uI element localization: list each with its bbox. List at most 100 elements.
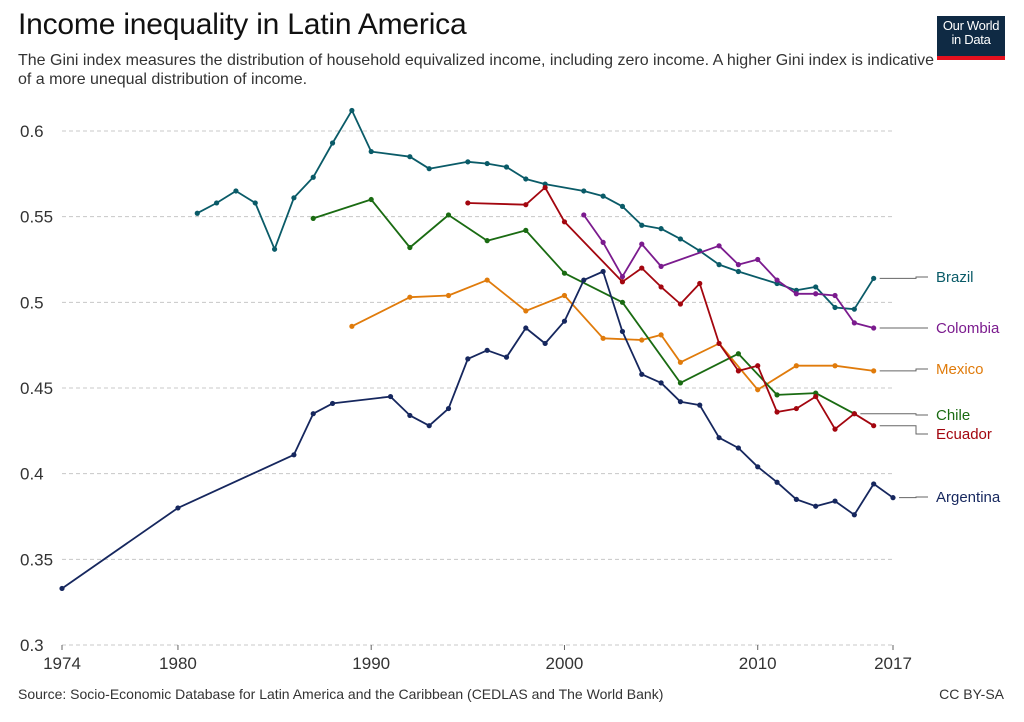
data-point-brazil[interactable]: [716, 262, 722, 268]
license-link[interactable]: CC BY-SA: [939, 686, 1004, 702]
data-point-argentina[interactable]: [581, 277, 587, 283]
data-point-mexico[interactable]: [871, 368, 877, 374]
data-point-ecuador[interactable]: [755, 363, 761, 369]
data-point-colombia[interactable]: [581, 212, 587, 218]
data-point-brazil[interactable]: [407, 154, 413, 160]
data-point-chile[interactable]: [619, 299, 626, 305]
data-point-mexico[interactable]: [677, 359, 684, 365]
data-point-ecuador[interactable]: [793, 405, 799, 412]
data-point-argentina[interactable]: [658, 380, 664, 386]
data-point-brazil[interactable]: [677, 236, 684, 242]
data-point-colombia[interactable]: [793, 291, 799, 297]
data-point-argentina[interactable]: [445, 405, 452, 412]
data-point-brazil[interactable]: [484, 160, 490, 167]
data-point-mexico[interactable]: [407, 294, 413, 300]
data-point-argentina[interactable]: [175, 505, 181, 511]
data-point-ecuador[interactable]: [871, 423, 877, 429]
series-line-chile[interactable]: [312, 198, 855, 415]
data-point-brazil[interactable]: [523, 176, 529, 182]
data-point-chile[interactable]: [310, 215, 316, 221]
owid-logo[interactable]: Our World in Data: [937, 16, 1005, 59]
data-point-chile[interactable]: [445, 212, 452, 218]
data-point-brazil[interactable]: [214, 200, 220, 206]
data-point-colombia[interactable]: [600, 239, 606, 245]
data-point-brazil[interactable]: [639, 222, 645, 228]
data-point-colombia[interactable]: [735, 262, 741, 268]
series-line-brazil[interactable]: [196, 109, 875, 311]
data-point-mexico[interactable]: [639, 337, 645, 343]
data-point-ecuador[interactable]: [677, 301, 684, 307]
data-point-chile[interactable]: [561, 270, 568, 276]
data-point-brazil[interactable]: [194, 210, 200, 216]
data-point-mexico[interactable]: [600, 335, 606, 341]
data-point-ecuador[interactable]: [697, 280, 703, 287]
data-point-chile[interactable]: [677, 380, 684, 386]
data-point-mexico[interactable]: [561, 292, 568, 299]
data-point-ecuador[interactable]: [813, 393, 819, 400]
data-point-brazil[interactable]: [465, 159, 471, 165]
data-point-argentina[interactable]: [774, 479, 780, 485]
data-point-argentina[interactable]: [465, 356, 471, 362]
data-point-argentina[interactable]: [291, 452, 297, 458]
data-point-colombia[interactable]: [658, 263, 664, 269]
data-point-chile[interactable]: [774, 392, 780, 398]
data-point-colombia[interactable]: [813, 291, 819, 297]
data-point-argentina[interactable]: [484, 347, 490, 353]
data-point-argentina[interactable]: [561, 318, 568, 324]
data-point-argentina[interactable]: [832, 498, 838, 504]
data-point-mexico[interactable]: [445, 292, 452, 299]
data-point-ecuador[interactable]: [658, 284, 664, 290]
data-point-argentina[interactable]: [503, 354, 510, 360]
data-point-ecuador[interactable]: [619, 279, 626, 285]
data-point-argentina[interactable]: [890, 495, 896, 501]
data-point-brazil[interactable]: [503, 164, 510, 170]
series-label-chile[interactable]: Chile: [936, 407, 970, 424]
data-point-brazil[interactable]: [426, 166, 432, 172]
data-point-brazil[interactable]: [619, 203, 626, 209]
data-point-brazil[interactable]: [600, 193, 606, 199]
data-point-brazil[interactable]: [233, 188, 239, 194]
data-point-chile[interactable]: [407, 244, 413, 251]
data-point-argentina[interactable]: [542, 340, 548, 347]
series-label-brazil[interactable]: Brazil: [936, 269, 974, 286]
data-point-brazil[interactable]: [658, 226, 664, 232]
series-label-mexico[interactable]: Mexico: [936, 361, 984, 378]
data-point-chile[interactable]: [523, 227, 529, 233]
data-point-ecuador[interactable]: [542, 184, 548, 191]
series-label-argentina[interactable]: Argentina: [936, 489, 1001, 506]
data-point-argentina[interactable]: [619, 328, 626, 335]
data-point-argentina[interactable]: [735, 445, 741, 451]
data-point-brazil[interactable]: [871, 275, 877, 281]
series-line-colombia[interactable]: [583, 214, 874, 329]
data-point-colombia[interactable]: [639, 241, 645, 247]
data-point-mexico[interactable]: [755, 387, 761, 393]
data-point-colombia[interactable]: [871, 325, 877, 331]
data-point-ecuador[interactable]: [716, 340, 722, 347]
data-point-argentina[interactable]: [871, 481, 877, 487]
series-line-argentina[interactable]: [61, 270, 894, 590]
data-point-brazil[interactable]: [851, 306, 857, 312]
data-point-brazil[interactable]: [735, 268, 741, 275]
data-point-argentina[interactable]: [407, 412, 413, 419]
data-point-brazil[interactable]: [252, 200, 258, 206]
data-point-colombia[interactable]: [851, 320, 857, 326]
data-point-argentina[interactable]: [59, 585, 65, 592]
data-point-brazil[interactable]: [329, 140, 336, 146]
data-point-argentina[interactable]: [851, 512, 857, 518]
data-point-argentina[interactable]: [793, 496, 799, 502]
data-point-mexico[interactable]: [658, 332, 664, 338]
data-point-brazil[interactable]: [349, 107, 355, 114]
data-point-ecuador[interactable]: [561, 219, 568, 225]
data-point-mexico[interactable]: [523, 308, 529, 314]
data-point-argentina[interactable]: [310, 411, 316, 417]
data-point-mexico[interactable]: [349, 323, 355, 329]
data-point-ecuador[interactable]: [523, 202, 529, 208]
data-point-brazil[interactable]: [291, 195, 297, 201]
data-point-colombia[interactable]: [716, 243, 722, 249]
data-point-brazil[interactable]: [832, 304, 838, 311]
series-label-ecuador[interactable]: Ecuador: [936, 426, 992, 443]
data-point-argentina[interactable]: [716, 435, 722, 441]
data-point-argentina[interactable]: [677, 399, 684, 405]
series-line-ecuador[interactable]: [467, 186, 875, 431]
data-point-argentina[interactable]: [329, 400, 336, 407]
